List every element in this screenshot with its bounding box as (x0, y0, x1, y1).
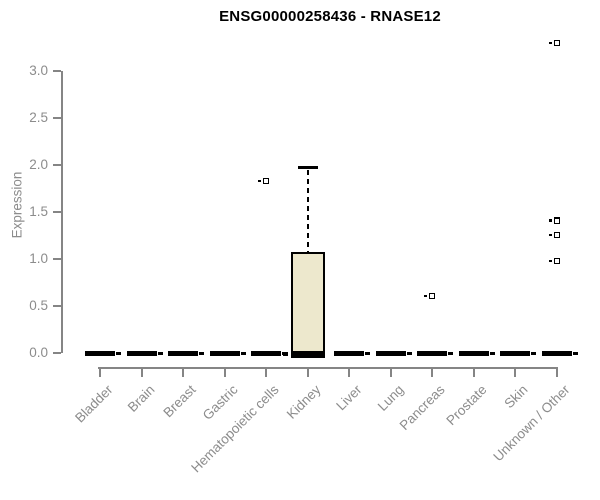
upper-whisker (306, 169, 309, 253)
y-axis-tick (53, 258, 61, 260)
whisker-end-dash (116, 352, 121, 355)
y-tick-label: 2.5 (29, 110, 48, 125)
y-axis-line (61, 71, 63, 353)
box-collapsed (417, 350, 447, 356)
outlier-dash (548, 218, 552, 221)
y-axis-tick (53, 117, 61, 119)
outlier-point (553, 39, 560, 46)
box-collapsed (126, 350, 157, 356)
y-tick-label: 1.0 (29, 251, 48, 266)
outlier-point (263, 177, 269, 184)
y-axis-tick (53, 352, 61, 354)
whisker-end-dash (365, 352, 370, 355)
upper-whisker-cap (297, 166, 318, 170)
outlier-point (553, 218, 560, 225)
whisker-end-dash (448, 352, 453, 355)
y-axis-tick (53, 70, 61, 72)
y-axis-tick (53, 305, 61, 307)
x-axis-tick (389, 369, 392, 377)
y-tick-label: 2.0 (29, 157, 48, 172)
box-collapsed (85, 350, 115, 356)
x-axis-tick (514, 369, 516, 377)
whisker-end-dash (406, 352, 412, 355)
x-axis-tick (431, 369, 433, 377)
whisker-end-dash (572, 352, 578, 355)
whisker-end-dash (489, 352, 495, 355)
y-tick-label: 1.5 (29, 204, 48, 219)
whisker-end-dash (199, 352, 204, 355)
x-axis-tick (223, 369, 226, 377)
x-axis-tick (265, 369, 267, 377)
box-collapsed (458, 350, 489, 356)
y-axis-tick (53, 211, 61, 213)
x-axis-tick (555, 369, 558, 377)
outlier-dash (258, 179, 261, 182)
outlier-point (429, 292, 435, 299)
box-collapsed (209, 350, 240, 356)
whisker-end-dash (157, 352, 163, 355)
whisker-end-dash (531, 352, 536, 355)
y-axis-tick (53, 164, 61, 166)
y-tick-label: 0.0 (29, 345, 48, 360)
box-collapsed (334, 350, 364, 356)
box-iqr (290, 252, 325, 358)
box-collapsed (541, 350, 572, 356)
outlier-point (553, 231, 560, 238)
outlier-point (553, 257, 560, 264)
x-axis-tick (182, 369, 184, 377)
x-axis-tick (99, 369, 101, 377)
outlier-dash (424, 294, 427, 297)
box-collapsed (375, 350, 406, 356)
whisker-end-dash (282, 351, 288, 356)
outlier-dash (548, 41, 552, 44)
whisker-end-dash (240, 352, 246, 355)
chart-title: ENSG00000258436 - RNASE12 (219, 8, 441, 25)
x-axis-tick (306, 369, 309, 377)
x-axis-line (98, 367, 558, 369)
outlier-dash (548, 259, 552, 262)
x-axis-tick (472, 369, 475, 377)
box-collapsed (251, 350, 281, 356)
x-axis-tick (348, 369, 350, 377)
median-line (290, 350, 325, 356)
box-collapsed (168, 350, 198, 356)
outlier-dash (548, 220, 552, 223)
x-axis-tick (140, 369, 143, 377)
box-collapsed (500, 350, 530, 356)
outlier-dash (548, 233, 552, 236)
y-tick-label: 3.0 (29, 63, 48, 78)
y-tick-label: 0.5 (29, 298, 48, 313)
